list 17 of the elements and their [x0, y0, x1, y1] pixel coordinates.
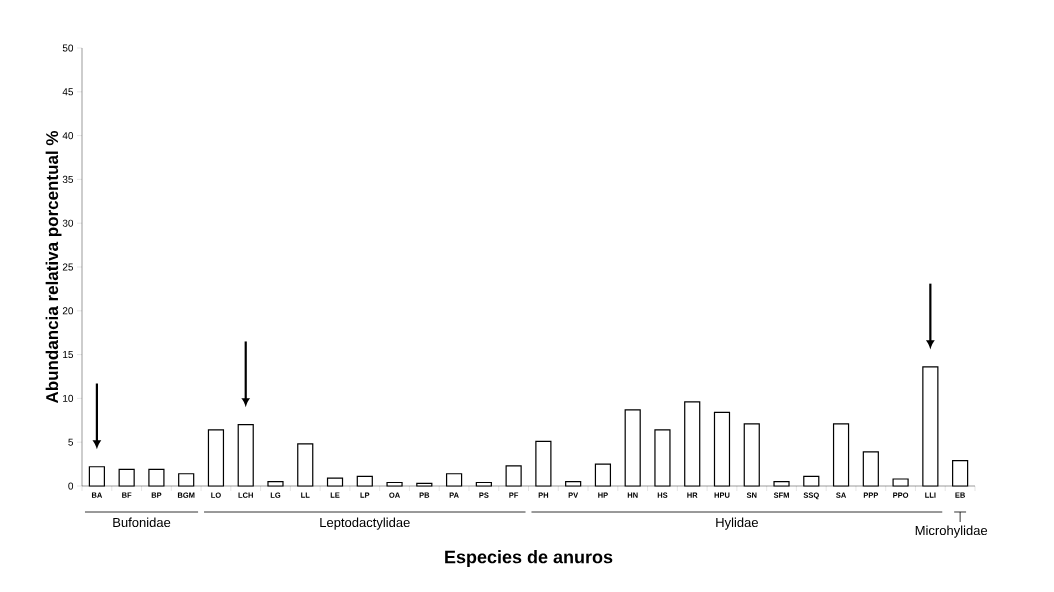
y-axis-title: Abundancia relativa porcentual %: [45, 130, 62, 404]
text: Hylidae: [716, 517, 758, 530]
y-tick-label: 5: [68, 438, 74, 446]
text: Leptodactylidae: [320, 517, 410, 530]
y-tick-label: 20: [62, 307, 74, 315]
text: Microhylidae: [915, 525, 988, 538]
y-tick-label: 10: [63, 394, 74, 402]
y-tick-label: 35: [62, 175, 74, 183]
y-tick-label: 0: [68, 482, 74, 490]
y-tick-label: 45: [62, 88, 74, 96]
y-tick-label: 15: [63, 351, 74, 359]
y-tick-label: 25: [62, 263, 74, 271]
y-tick-label: 50: [62, 44, 74, 52]
text: Bufonidae: [113, 517, 171, 528]
x-axis-title: Especies de anuros: [445, 550, 613, 567]
y-tick-label: 30: [62, 219, 74, 227]
y-tick-label: 40: [62, 132, 74, 140]
